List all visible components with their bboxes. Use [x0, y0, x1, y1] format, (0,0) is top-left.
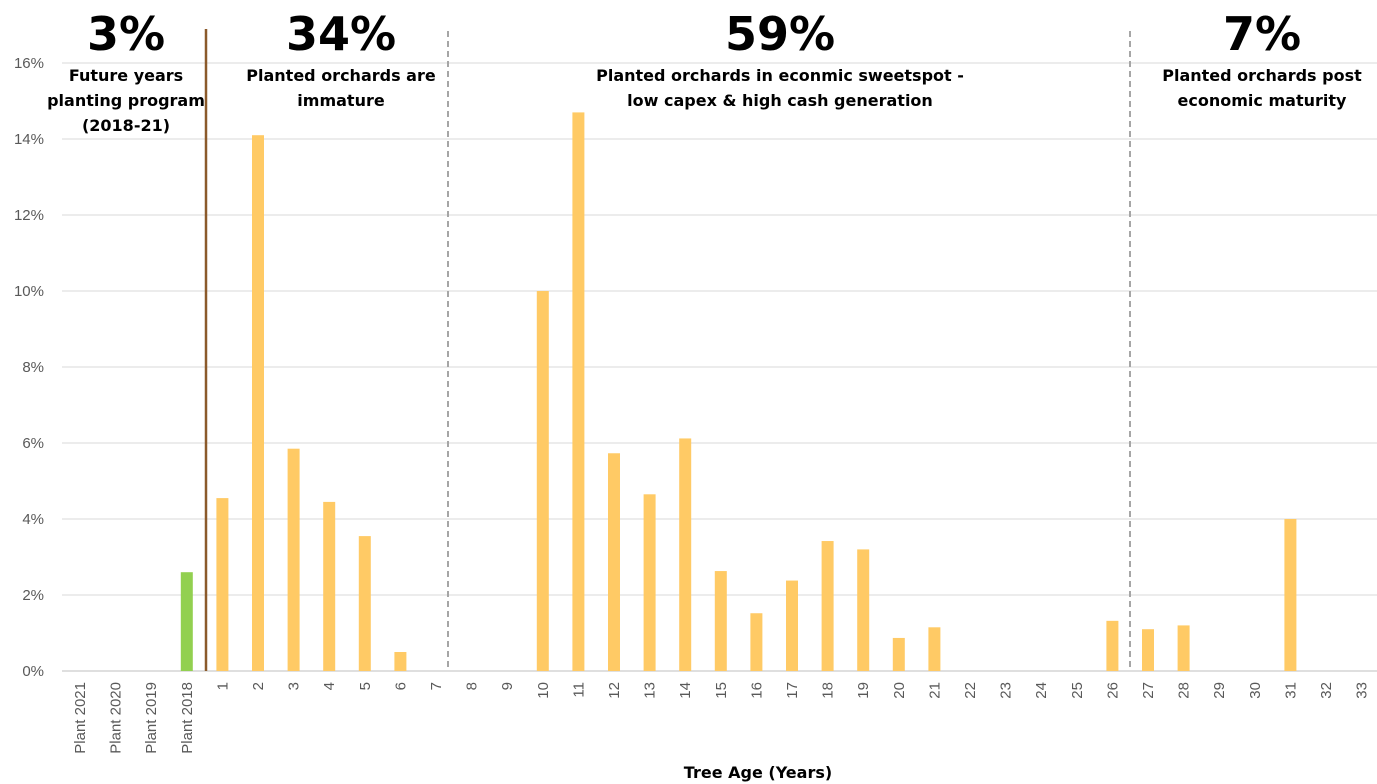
x-tick-label: 20: [891, 682, 908, 699]
bar: [750, 613, 763, 671]
segment-4: 7% Planted orchards post economic maturity: [1162, 7, 1362, 110]
bar: [358, 536, 371, 671]
x-tick-label: 10: [535, 682, 552, 699]
y-tick-label: 0%: [22, 663, 44, 680]
y-tick-label: 6%: [22, 435, 44, 452]
segment-description: Planted orchards post: [1162, 66, 1362, 85]
x-tick-label: 11: [570, 682, 587, 698]
bar: [821, 541, 834, 671]
segment-percent: 7%: [1223, 7, 1301, 61]
y-tick-label: 16%: [14, 55, 44, 72]
x-tick-label: 32: [1318, 682, 1335, 699]
y-tick-label: 10%: [14, 283, 44, 300]
bar: [1177, 625, 1190, 671]
x-tick-label: 7: [428, 682, 445, 690]
x-tick-label: 8: [464, 682, 481, 690]
x-axis-title: Tree Age (Years): [684, 763, 832, 782]
bar: [643, 494, 656, 671]
y-tick-label: 8%: [22, 359, 44, 376]
x-axis-ticks: Plant 2021 Plant 2020 Plant 2019 Plant 2018…: [72, 682, 1371, 754]
bar: [857, 549, 870, 671]
y-axis-ticks: 0% 2% 4% 6% 8% 10% 12% 14% 16%: [14, 55, 44, 680]
segment-percent: 59%: [725, 7, 835, 61]
bar: [394, 652, 407, 671]
segment-3: 59% Planted orchards in econmic sweetspot…: [596, 7, 964, 110]
x-tick-label: 22: [962, 682, 979, 699]
x-tick-label: 4: [321, 682, 338, 690]
segment-description: Planted orchards in econmic sweetspot -: [596, 66, 964, 85]
bar: [572, 112, 585, 671]
bar: [714, 571, 727, 671]
y-tick-label: 2%: [22, 587, 44, 604]
bar: [216, 498, 229, 671]
x-tick-label: 14: [677, 682, 694, 699]
x-tick-label: 25: [1069, 682, 1086, 699]
bar: [786, 580, 798, 671]
segment-percent: 34%: [286, 7, 396, 61]
bar: [1142, 629, 1154, 671]
segment-1: 3% Future years planting program (2018-21): [47, 7, 205, 135]
bar: [608, 453, 620, 671]
x-tick-label: 18: [820, 682, 837, 699]
x-tick-label: 29: [1211, 682, 1228, 699]
segment-description: Planted orchards are: [246, 66, 436, 85]
x-tick-label: 26: [1104, 682, 1121, 699]
segment-description: economic maturity: [1178, 91, 1347, 110]
gridlines: [62, 62, 1377, 672]
x-tick-label: Plant 2018: [179, 682, 196, 754]
x-tick-label: 3: [286, 682, 303, 690]
segment-description: Future years: [69, 66, 183, 85]
bar: [323, 501, 336, 671]
x-tick-label: 16: [748, 682, 765, 699]
segment-description: immature: [297, 91, 385, 110]
x-tick-label: 6: [392, 682, 409, 690]
x-tick-label: 15: [713, 682, 730, 699]
segment-percent: 3%: [87, 7, 165, 61]
bar: [679, 438, 692, 671]
x-tick-label: 2: [250, 682, 267, 690]
x-tick-label: 28: [1176, 682, 1193, 699]
bar: [536, 291, 549, 671]
x-tick-label: 24: [1033, 682, 1050, 699]
x-tick-label: 30: [1247, 682, 1264, 699]
x-tick-label: 33: [1354, 682, 1371, 699]
bar: [892, 637, 905, 671]
bar: [928, 627, 941, 671]
x-tick-label: 23: [998, 682, 1015, 699]
bar: [1106, 620, 1119, 671]
x-tick-label: 5: [357, 682, 374, 690]
x-tick-label: 17: [784, 682, 801, 699]
x-tick-label: 13: [642, 682, 659, 699]
x-tick-label: Plant 2019: [143, 682, 160, 754]
bar: [287, 448, 300, 671]
y-tick-label: 14%: [14, 131, 44, 148]
bar: [180, 572, 193, 671]
segment-description: planting program: [47, 91, 205, 110]
bar: [252, 135, 264, 671]
y-tick-label: 4%: [22, 511, 44, 528]
x-tick-label: 31: [1282, 682, 1299, 699]
bars: [180, 112, 1297, 671]
segment-2: 34% Planted orchards are immature: [246, 7, 436, 110]
segment-description: low capex & high cash generation: [627, 91, 933, 110]
bar: [1284, 519, 1297, 671]
y-tick-label: 12%: [14, 207, 44, 224]
segment-description: (2018-21): [82, 116, 170, 135]
segment-dividers: [204, 29, 1131, 671]
x-tick-label: 27: [1140, 682, 1157, 699]
x-tick-label: 19: [855, 682, 872, 699]
x-tick-label: 12: [606, 682, 623, 699]
x-tick-label: 1: [214, 682, 231, 690]
x-tick-label: 21: [926, 682, 943, 699]
x-tick-label: 9: [499, 682, 516, 690]
x-tick-label: Plant 2020: [108, 682, 125, 754]
x-tick-label: Plant 2021: [72, 682, 89, 754]
